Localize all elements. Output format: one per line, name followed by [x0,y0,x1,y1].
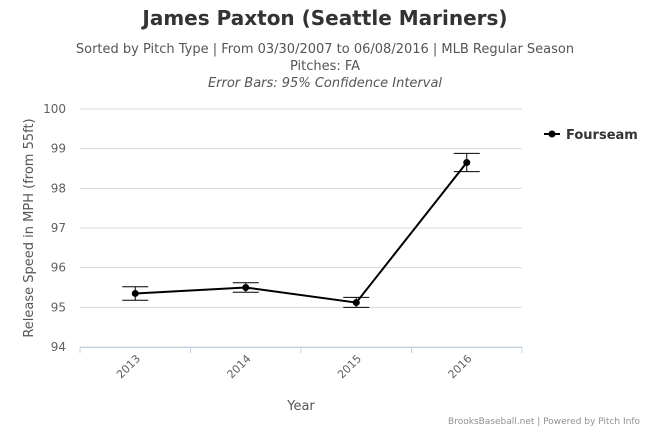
data-point [242,284,250,291]
y-tick-label: 94 [51,340,66,354]
legend-swatch-marker [548,130,556,138]
y-tick-labels: 94 95 96 97 98 99 100 [43,102,66,354]
data-points [131,159,471,307]
chart-title: James Paxton (Seattle Mariners) [142,6,508,30]
y-tick-label: 96 [51,261,66,275]
data-point [131,289,139,297]
gridlines [80,108,522,348]
legend[interactable]: Fourseam [544,128,638,143]
error-bars [122,152,480,308]
legend-item-label: Fourseam [566,128,638,143]
series-lines [135,161,468,304]
x-tick-labels: 2013 2014 2015 2016 [114,352,474,381]
axes [79,347,523,353]
chart-subtitle: Sorted by Pitch Type | From 03/30/2007 t… [75,42,575,57]
x-tick-label: 2015 [335,352,364,381]
credit-text: BrooksBaseball.net | Powered by Pitch In… [448,417,640,427]
x-tick-label: 2014 [225,352,254,381]
series-line-0 [135,161,468,304]
data-point [463,159,471,167]
y-tick-label: 98 [51,181,66,195]
y-tick-label: 99 [51,142,66,156]
x-tick-label: 2013 [114,352,143,381]
y-tick-label: 95 [51,300,66,314]
chart-pitches-label: Pitches: FA [289,59,361,74]
y-tick-label: 100 [43,102,66,116]
x-tick-label: 2016 [446,352,475,381]
y-axis-label: Release Speed in MPH (from 55ft) [22,118,37,337]
data-point [352,299,360,307]
y-tick-label: 97 [51,221,66,235]
chart-error-bars-note: Error Bars: 95% Confidence Interval [207,76,443,91]
x-axis-label: Year [286,399,315,414]
